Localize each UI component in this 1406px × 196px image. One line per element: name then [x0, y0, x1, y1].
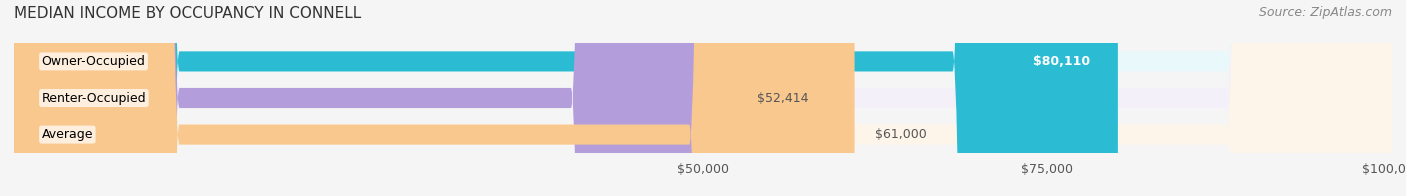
FancyBboxPatch shape: [14, 0, 1392, 196]
FancyBboxPatch shape: [14, 0, 1392, 196]
FancyBboxPatch shape: [14, 0, 855, 196]
Text: Source: ZipAtlas.com: Source: ZipAtlas.com: [1258, 6, 1392, 19]
FancyBboxPatch shape: [14, 0, 1392, 196]
Text: Owner-Occupied: Owner-Occupied: [42, 55, 145, 68]
Text: $80,110: $80,110: [1033, 55, 1090, 68]
Text: Renter-Occupied: Renter-Occupied: [42, 92, 146, 104]
Text: Average: Average: [42, 128, 93, 141]
Text: $61,000: $61,000: [876, 128, 927, 141]
FancyBboxPatch shape: [14, 0, 1118, 196]
Text: $52,414: $52,414: [756, 92, 808, 104]
FancyBboxPatch shape: [14, 0, 737, 196]
Text: MEDIAN INCOME BY OCCUPANCY IN CONNELL: MEDIAN INCOME BY OCCUPANCY IN CONNELL: [14, 6, 361, 21]
